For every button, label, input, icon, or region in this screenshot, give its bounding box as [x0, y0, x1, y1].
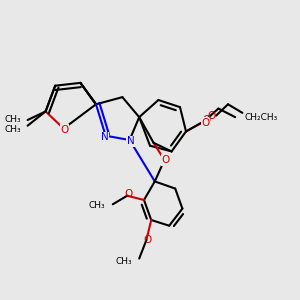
Text: O: O	[124, 189, 133, 199]
Text: CH₃: CH₃	[116, 257, 132, 266]
Text: CH₃: CH₃	[89, 201, 106, 210]
Text: CH₂CH₃: CH₂CH₃	[245, 112, 278, 122]
Text: N: N	[127, 136, 135, 146]
Text: O: O	[143, 235, 152, 245]
Text: CH₃: CH₃	[5, 125, 22, 134]
Text: O: O	[202, 115, 211, 125]
Text: O: O	[61, 125, 69, 135]
Text: O: O	[201, 118, 209, 128]
Text: N: N	[100, 132, 108, 142]
Text: O: O	[207, 111, 215, 121]
Text: O: O	[161, 155, 170, 165]
Text: CH₃: CH₃	[5, 116, 22, 124]
